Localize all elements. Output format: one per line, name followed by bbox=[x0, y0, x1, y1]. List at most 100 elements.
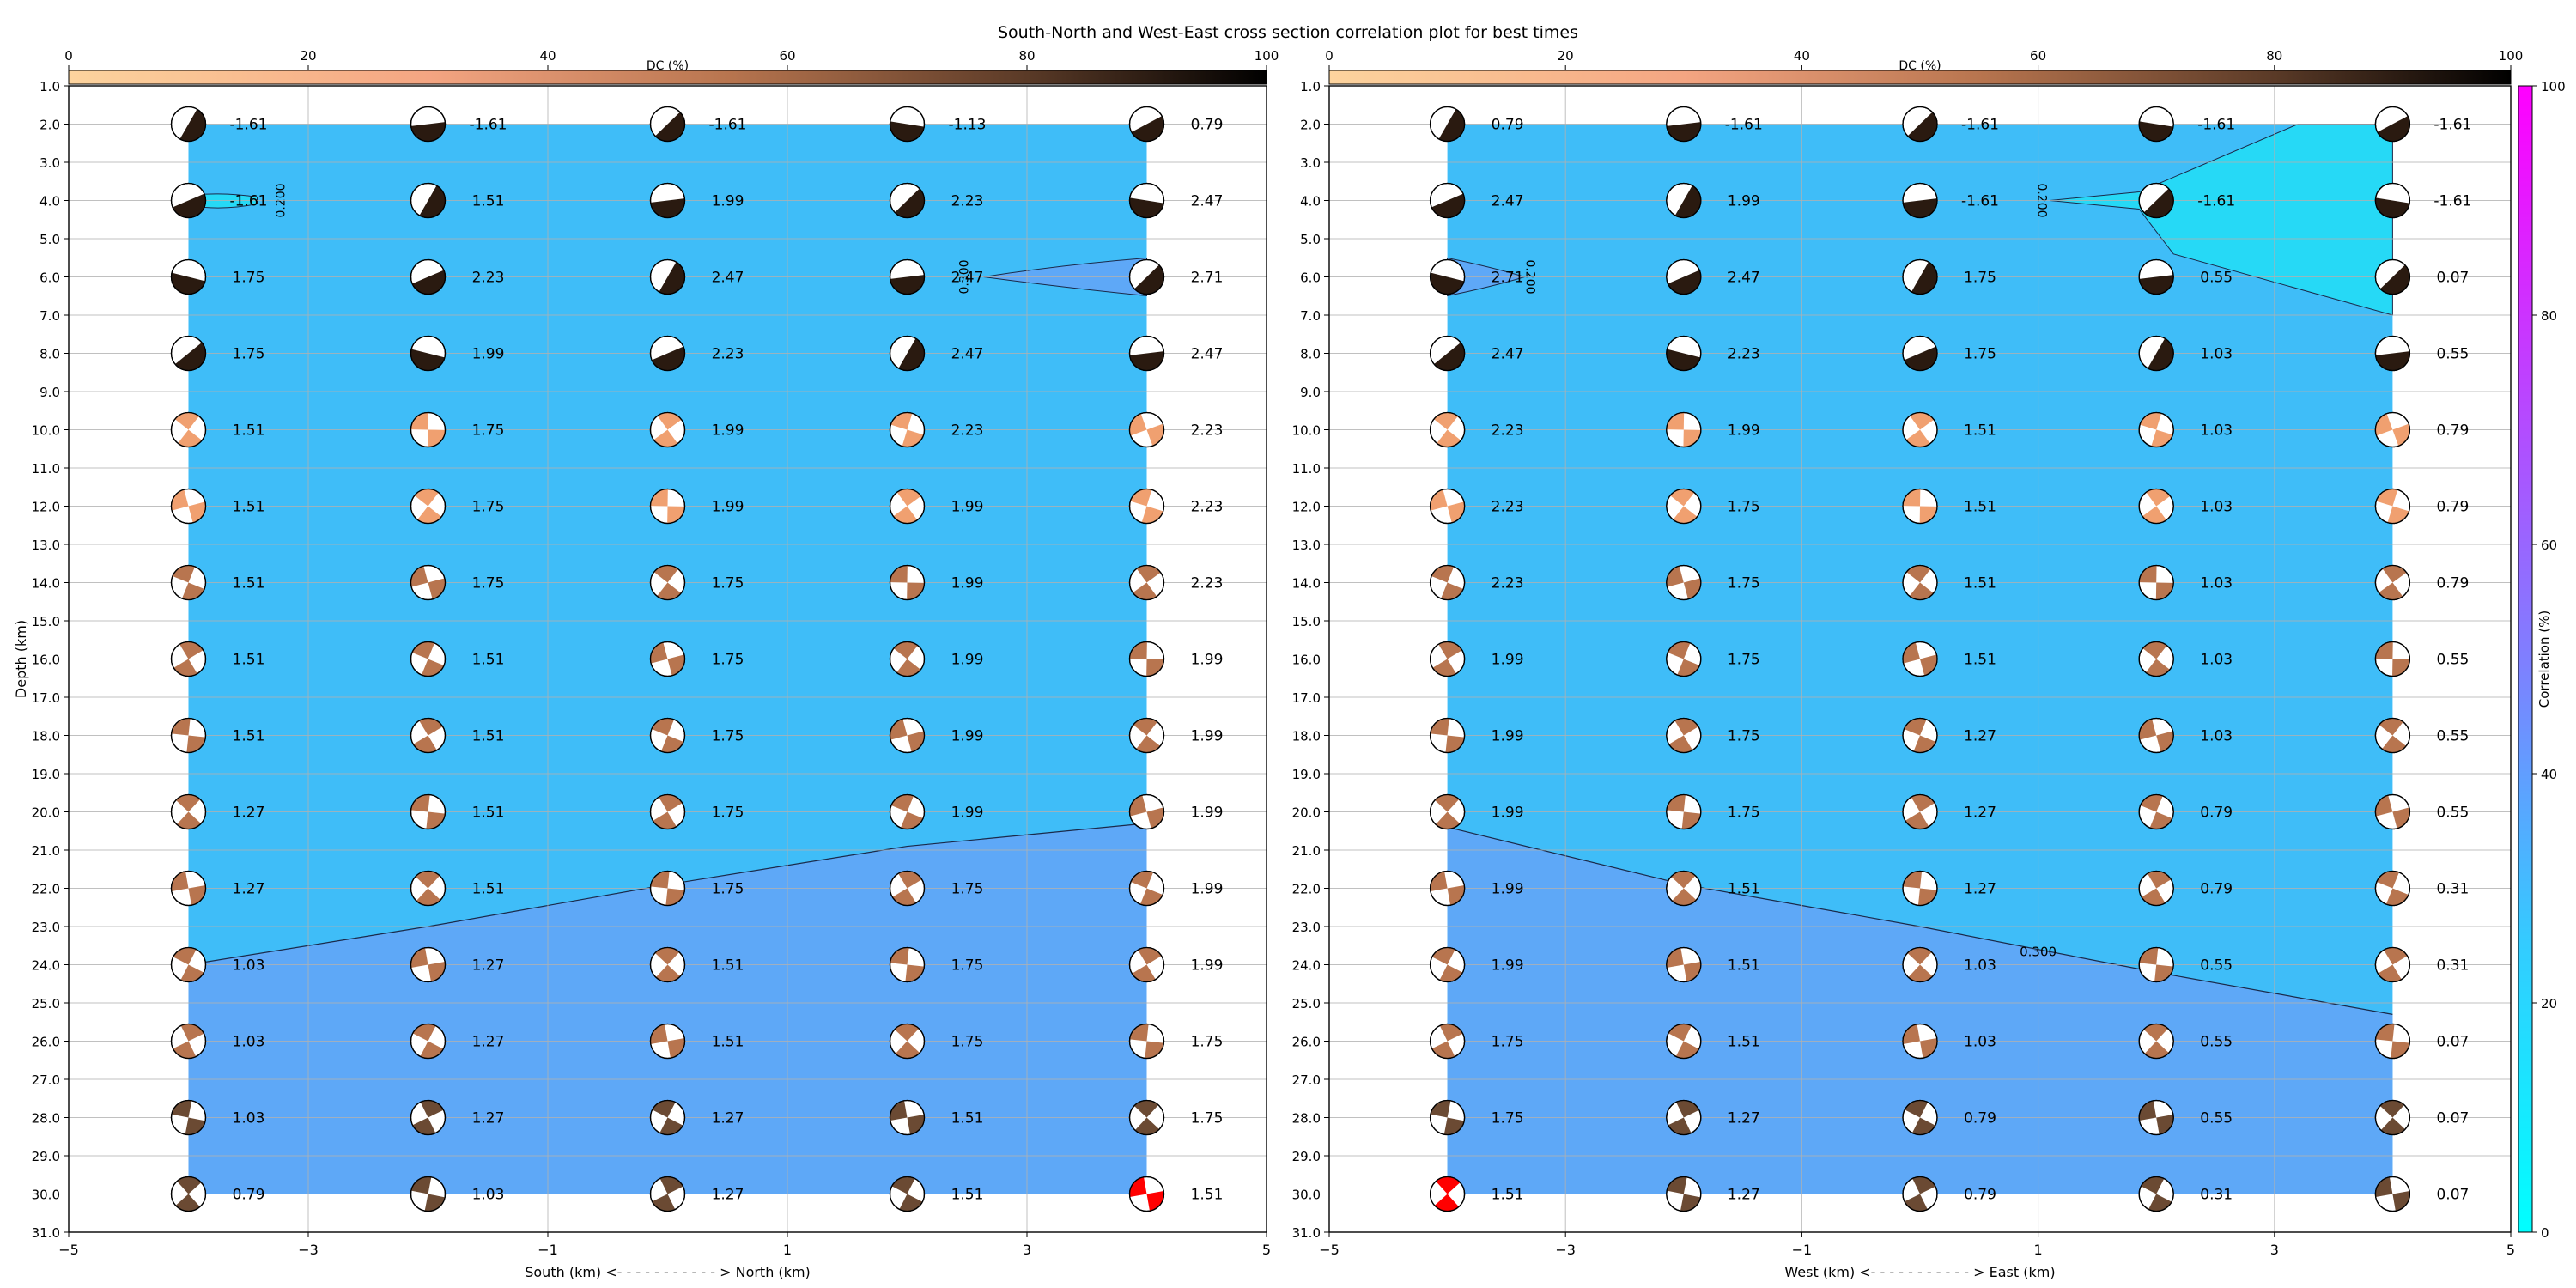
dc-colorbar: 0 20 40 60 80 100 DC (%) bbox=[64, 48, 1279, 85]
beachball bbox=[170, 1176, 207, 1212]
beachball-border bbox=[1902, 1176, 1938, 1212]
beachball-quadrant bbox=[2379, 718, 2403, 736]
beachball-value: 0.55 bbox=[2200, 1110, 2233, 1127]
beachball-border bbox=[410, 182, 447, 219]
beachball-border bbox=[889, 1176, 926, 1212]
y-tick-label: 30.0 bbox=[1292, 1188, 1321, 1203]
beachball-value: 1.51 bbox=[1964, 575, 1996, 592]
beachball-quadrant bbox=[1912, 1176, 1935, 1194]
beachball-border bbox=[649, 258, 686, 295]
beachball-quadrant bbox=[2139, 275, 2174, 295]
beachball-quadrant bbox=[1146, 1191, 1164, 1212]
beachball-quadrant bbox=[653, 429, 678, 447]
beachball-border bbox=[2138, 564, 2174, 601]
beachball-quadrant bbox=[2139, 121, 2173, 142]
beachball-quadrant bbox=[1131, 116, 1164, 142]
beachball-value: 1.51 bbox=[472, 805, 505, 822]
beachball-quadrant bbox=[1666, 794, 1686, 812]
beachball-border bbox=[1128, 488, 1165, 525]
y-tick-label: 27.0 bbox=[32, 1072, 60, 1088]
correlation-colorbar: 0 20 40 60 80 100 Correlation (%) bbox=[2518, 79, 2566, 1241]
beachball-border bbox=[2374, 258, 2411, 295]
beachball-value: 2.23 bbox=[712, 346, 744, 363]
beachball-quadrant bbox=[2141, 1176, 2165, 1194]
beachball-border bbox=[1429, 1023, 1466, 1060]
y-tick-label: 2.0 bbox=[39, 118, 60, 133]
beachball-border bbox=[1429, 1176, 1466, 1212]
beachball-quadrant bbox=[422, 659, 445, 677]
beachball-quadrant bbox=[657, 412, 682, 430]
beachball-value: 0.31 bbox=[2200, 1187, 2233, 1204]
beachball-quadrant bbox=[412, 270, 446, 295]
beachball-quadrant bbox=[174, 412, 199, 430]
beachball bbox=[649, 870, 686, 907]
beachball-quadrant bbox=[420, 1041, 444, 1059]
beachball-border bbox=[2374, 1176, 2411, 1212]
beachball-value: 1.03 bbox=[472, 1187, 505, 1204]
beachball-value: -1.61 bbox=[2197, 117, 2235, 134]
beachball-quadrant bbox=[174, 342, 206, 371]
beachball-border bbox=[1429, 182, 1466, 219]
beachball bbox=[2374, 335, 2411, 372]
beachball-value: 0.55 bbox=[2200, 957, 2233, 975]
panels: 0.2000.3001.02.03.04.05.06.07.08.09.010.… bbox=[13, 48, 2523, 1280]
y-tick-label: 21.0 bbox=[32, 843, 60, 859]
beachball-quadrant bbox=[176, 811, 202, 829]
beachball bbox=[2138, 564, 2174, 601]
dc-tick-label: 80 bbox=[1018, 48, 1035, 64]
beachball-quadrant bbox=[652, 1100, 676, 1118]
beachball-quadrant bbox=[1671, 871, 1696, 889]
beachball-quadrant bbox=[1140, 888, 1163, 906]
y-tick-label: 6.0 bbox=[39, 270, 60, 286]
beachball-border bbox=[1666, 641, 1702, 677]
beachball-value: 2.47 bbox=[1191, 193, 1224, 210]
beachball-border bbox=[2374, 946, 2411, 983]
beachball-quadrant bbox=[2148, 338, 2174, 371]
beachball-quadrant bbox=[2379, 1100, 2405, 1118]
beachball bbox=[889, 1023, 926, 1060]
beachball bbox=[649, 946, 686, 983]
beachball-border bbox=[1902, 488, 1938, 525]
beachball-value: 2.71 bbox=[1492, 270, 1524, 287]
beachball-quadrant bbox=[424, 1194, 446, 1212]
beachball-quadrant bbox=[1681, 811, 1701, 829]
beachball-border bbox=[1666, 258, 1702, 295]
beachball bbox=[170, 411, 207, 448]
beachball-border bbox=[2374, 870, 2411, 907]
beachball-quadrant bbox=[1675, 1041, 1699, 1059]
y-tick-label: 22.0 bbox=[32, 882, 60, 897]
beachball-quadrant bbox=[1432, 659, 1456, 677]
beachball bbox=[2374, 488, 2411, 525]
beachball bbox=[170, 258, 207, 295]
beachball-quadrant bbox=[898, 338, 925, 371]
beachball-border bbox=[1128, 411, 1165, 448]
beachball bbox=[649, 411, 686, 448]
beachball-quadrant bbox=[1920, 1038, 1937, 1059]
beachball-quadrant bbox=[2142, 888, 2166, 906]
beachball-value: 1.75 bbox=[472, 499, 505, 516]
correlation-colorbar-label: Correlation (%) bbox=[2537, 611, 2552, 708]
beachball bbox=[1902, 793, 1938, 830]
beachball-border bbox=[1666, 564, 1702, 601]
beachball-value: 1.75 bbox=[1964, 346, 1996, 363]
beachball-value: 0.79 bbox=[1964, 1187, 1996, 1204]
dc-colorbar-gradient bbox=[1328, 70, 2512, 85]
beachball-value: 1.27 bbox=[233, 805, 265, 822]
beachball-border bbox=[1666, 870, 1702, 907]
beachball-quadrant bbox=[2378, 964, 2402, 982]
beachball bbox=[1429, 793, 1466, 830]
beachball bbox=[410, 1023, 447, 1060]
y-tick-label: 12.0 bbox=[1292, 500, 1321, 515]
x-tick-label: 3 bbox=[1023, 1242, 1031, 1258]
beachball-border bbox=[410, 488, 447, 525]
beachball bbox=[170, 870, 207, 907]
beachball-border bbox=[1666, 1176, 1702, 1212]
beachball-quadrant bbox=[1666, 349, 1701, 371]
beachball-border bbox=[1666, 717, 1702, 754]
beachball bbox=[170, 564, 207, 601]
beachball-border bbox=[2138, 488, 2174, 525]
dc-tick-label: 60 bbox=[779, 48, 795, 64]
beachball-border bbox=[2138, 870, 2174, 907]
beachball bbox=[1128, 1099, 1165, 1136]
beachball-border bbox=[410, 1176, 447, 1212]
